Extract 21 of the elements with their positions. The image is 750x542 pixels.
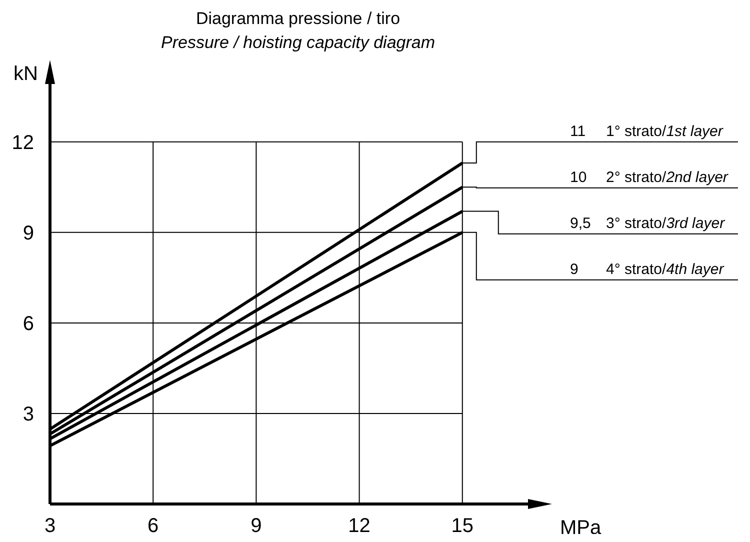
text: 4° strato/4th layer bbox=[606, 260, 725, 278]
x-tick-label: 3 bbox=[44, 515, 56, 538]
text: 9 bbox=[570, 260, 578, 278]
y-axis-title: kN bbox=[14, 63, 38, 85]
text: 2° strato/2nd layer bbox=[606, 168, 729, 186]
chart-subtitle: Pressure / hoisting capacity diagram bbox=[160, 33, 436, 52]
x-axis-title: MPa bbox=[560, 517, 602, 539]
y-tick-label: 12 bbox=[12, 132, 34, 154]
text: 11 bbox=[570, 122, 586, 140]
text: 10 bbox=[570, 168, 587, 186]
text: 9,5 bbox=[570, 214, 591, 232]
y-tick-label: 6 bbox=[22, 313, 34, 336]
chart-title: Diagramma pressione / tiro bbox=[196, 9, 400, 28]
y-tick-label: 9 bbox=[22, 222, 34, 245]
x-tick-label: 15 bbox=[451, 515, 474, 538]
x-tick-label: 6 bbox=[148, 515, 159, 538]
x-tick-label: 9 bbox=[250, 515, 262, 538]
text: 1° strato/1st layer bbox=[606, 122, 724, 140]
text: 3° strato/3rd layer bbox=[606, 214, 726, 232]
x-tick-label: 12 bbox=[348, 515, 370, 538]
y-tick-label: 3 bbox=[22, 404, 34, 426]
